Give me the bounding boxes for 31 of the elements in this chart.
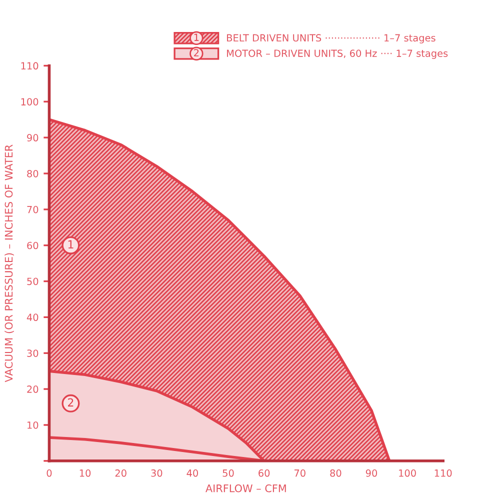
x-tick-label: 60 [258,469,270,477]
x-tick-label: 70 [294,469,306,477]
y-tick-label: 110 [21,62,38,70]
y-tick-label: 10 [28,421,38,429]
text: 2 [194,49,199,56]
x-tick-label: 90 [366,469,378,477]
y-tick-label: 100 [21,98,38,106]
x-axis-title: AIRFLOW – CFM [206,484,286,492]
x-tick-label: 110 [434,469,452,477]
y-axis-title: VACUUM (OR PRESSURE) – INCHES OF WATER [4,144,14,382]
x-tick-label: 10 [80,469,91,477]
y-tick-label: 40 [26,314,38,322]
annotation: 2 [68,398,74,406]
x-tick-label: 80 [330,469,342,477]
legend-label: MOTOR – DRIVEN UNITS, 60 Hz ···· 1–7 stages [227,50,448,59]
y-tick-label: 20 [27,386,38,393]
x-tick-label: 100 [399,469,416,477]
x-tick-label: 50 [222,469,234,477]
x-tick-label: 40 [186,469,198,477]
y-tick-label: 50 [27,278,38,286]
x-tick-label: 20 [115,469,126,477]
legend-label: BELT DRIVEN UNITS ·················· 1–7 stages [227,34,436,44]
y-tick-label: 70 [27,206,38,214]
x-tick-label: 0 [46,469,52,477]
text: 1 [194,34,199,41]
y-tick-label: 60 [27,242,38,250]
y-tick-label: 90 [27,134,38,142]
annotation: 1 [68,240,74,248]
y-tick-label: 30 [27,350,38,357]
y-tick-label: 80 [27,170,38,178]
x-tick-label: 30 [151,469,162,477]
